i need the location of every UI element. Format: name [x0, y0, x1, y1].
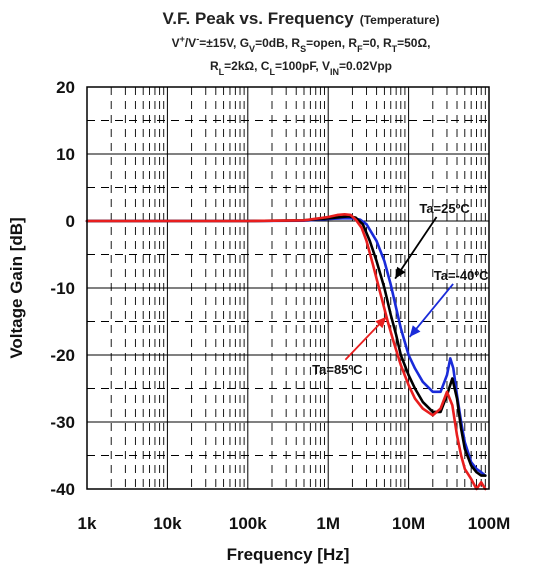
y-tick-label: -30	[50, 413, 75, 432]
chart-conditions-line-1: V+/V-=±15V, GV=0dB, RS=open, RF=0, RT=50…	[172, 34, 431, 54]
x-axis: 1k 10k 100k 1M 10M 100M	[78, 514, 511, 533]
data-series	[85, 213, 487, 491]
grid-lines	[87, 87, 489, 489]
y-tick-label: 0	[66, 212, 75, 231]
x-axis-label: Frequency [Hz]	[227, 545, 350, 564]
y-tick-label: -40	[50, 480, 75, 499]
chart-title: V.F. Peak vs. Frequency (Temperature)	[163, 9, 440, 28]
y-tick-label: 20	[56, 78, 75, 97]
annotation-label-3: Ta=85ºC	[312, 362, 363, 377]
annotation-arrowhead-3	[375, 316, 387, 329]
x-tick-label: 1M	[316, 514, 340, 533]
x-tick-label: 1k	[78, 514, 97, 533]
x-tick-label: 10M	[392, 514, 425, 533]
plot-area: Ta=25ºC Ta=-40ºC Ta=85ºC	[85, 86, 490, 491]
y-tick-label: -20	[50, 346, 75, 365]
y-tick-label: 10	[56, 145, 75, 164]
annotation-arrow-1	[394, 216, 438, 280]
x-tick-label: 10k	[153, 514, 182, 533]
y-axis-label: Voltage Gain [dB]	[7, 217, 26, 358]
series-line-3	[85, 213, 487, 491]
chart-conditions-line-2: RL=2kΩ, CL=100pF, VIN=0.02Vpp	[210, 59, 392, 77]
y-axis: 20 10 0 -10 -20 -30 -40	[50, 78, 75, 499]
annotation-arrowhead-1	[395, 266, 406, 279]
annotation-label-2: Ta=-40ºC	[434, 268, 489, 283]
annotation-arrow-2	[408, 283, 454, 338]
plot-frame	[86, 86, 490, 490]
x-tick-label: 100M	[468, 514, 511, 533]
annotation-arrowhead-2	[409, 325, 421, 337]
annotation-label-1: Ta=25ºC	[419, 201, 470, 216]
series-line-2	[85, 215, 487, 477]
y-tick-label: -10	[50, 279, 75, 298]
x-tick-label: 100k	[229, 514, 267, 533]
annotations: Ta=25ºC Ta=-40ºC Ta=85ºC	[312, 201, 489, 377]
